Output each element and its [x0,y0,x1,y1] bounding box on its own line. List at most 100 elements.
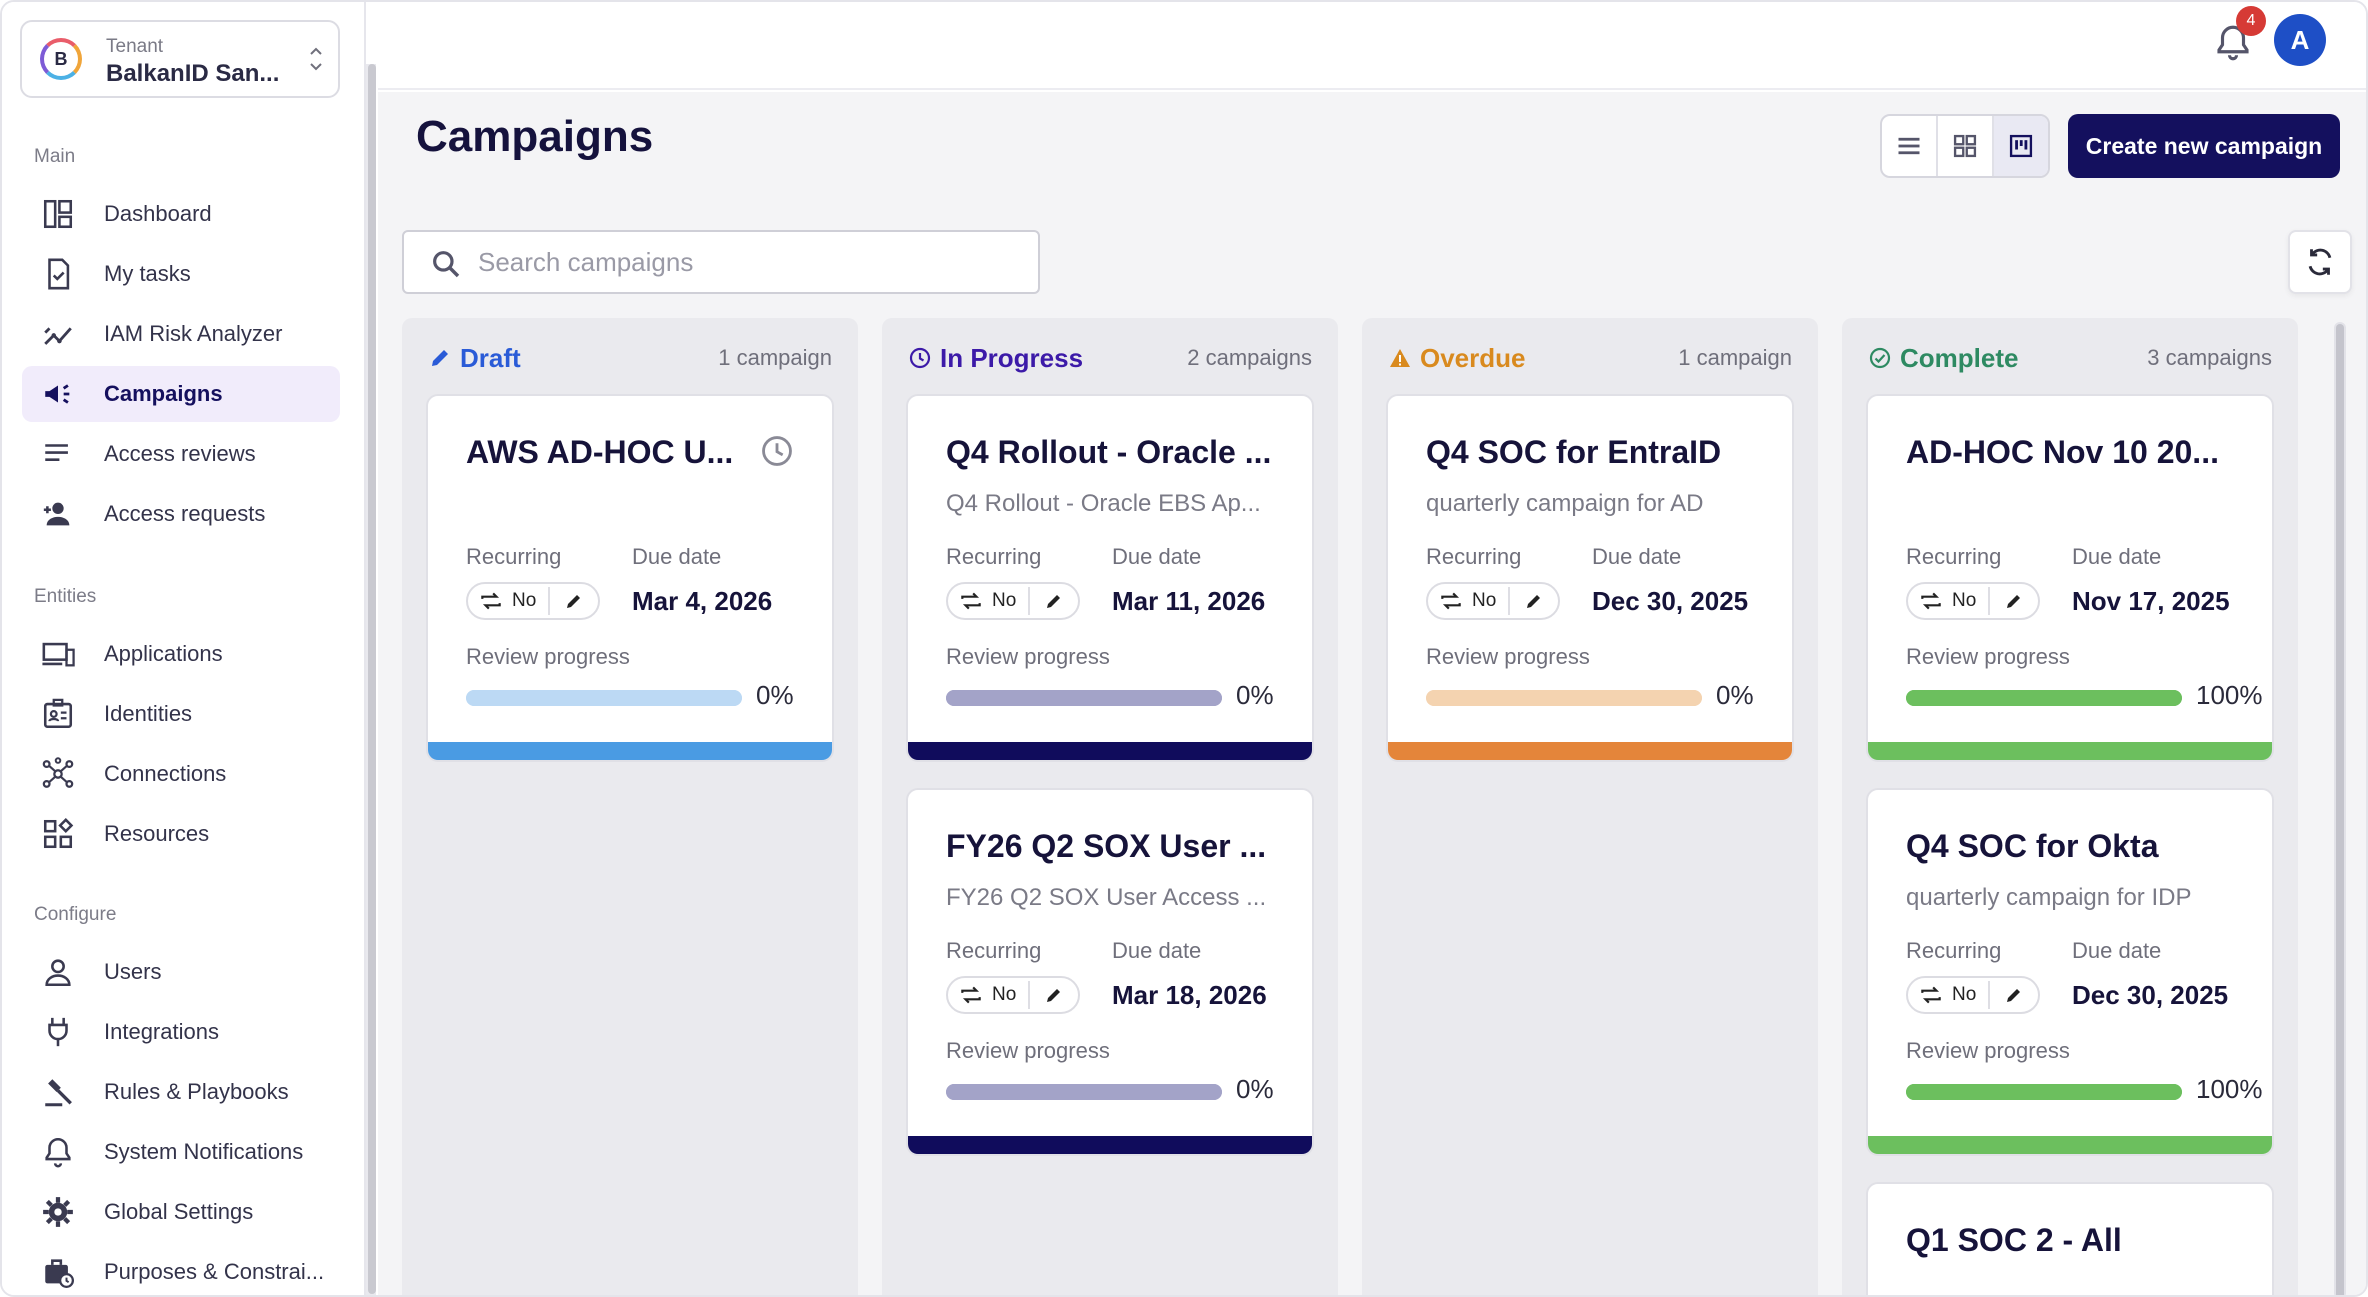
campaign-card[interactable]: FY26 Q2 SOX User ... FY26 Q2 SOX User Acc… [906,788,1314,1156]
network-icon [38,754,78,794]
refresh-button[interactable] [2288,230,2352,294]
due-date-value: Mar 11, 2026 [1112,586,1266,616]
campaign-card[interactable]: Q1 SOC 2 - All [1866,1182,2274,1295]
board-column-draft: Draft 1 campaign AWS AD-HOC U... Recurring D… [402,318,858,1295]
list-view-button[interactable] [1882,116,1938,176]
sidebar-item-applications[interactable]: Applications [22,626,340,682]
plug-icon [38,1012,78,1052]
grid-view-button[interactable] [1938,116,1994,176]
campaign-title[interactable]: AWS AD-HOC U... [466,434,734,470]
sidebar-item-global-settings[interactable]: Global Settings [22,1184,340,1240]
sidebar-section-label: Entities [34,586,97,607]
search-input[interactable] [478,240,1018,284]
progress-bar-fill [1426,690,1702,706]
view-mode-toggle [1880,114,2050,178]
sidebar-item-system-notifications[interactable]: System Notifications [22,1124,340,1180]
progress-bar-fill [1906,690,2182,706]
tenant-name: BalkanID San... [106,60,280,87]
campaign-card[interactable]: Q4 SOC for EntraID quarterly campaign for… [1386,394,1794,762]
campaign-title[interactable]: Q4 SOC for EntraID [1426,434,1722,470]
megaphone-icon [38,374,78,414]
column-header: Draft 1 campaign [428,342,832,374]
card-status-stripe [428,742,832,760]
sidebar-item-label: Users [104,959,162,984]
edit-pencil-icon[interactable] [1042,589,1066,613]
campaign-description: quarterly campaign for AD [1426,490,1704,517]
sidebar-item-iam-risk-analyzer[interactable]: IAM Risk Analyzer [22,306,340,362]
campaign-title[interactable]: AD-HOC Nov 10 20... [1906,434,2219,470]
edit-pencil-icon[interactable] [1522,589,1546,613]
sidebar-item-label: Dashboard [104,201,212,226]
due-date-value: Mar 4, 2026 [632,586,773,616]
repeat-icon [1921,986,1941,1004]
recurring-label: Recurring [1906,544,2002,569]
sidebar-item-label: Rules & Playbooks [104,1079,289,1104]
progress-bar [946,690,1222,706]
review-progress-label: Review progress [1906,644,2070,669]
sidebar-item-users[interactable]: Users [22,944,340,1000]
progress-bar [1906,1084,2182,1100]
campaign-card[interactable]: AD-HOC Nov 10 20... Recurring Due date No No… [1866,394,2274,762]
recurring-toggle[interactable]: No [466,582,600,620]
card-status-stripe [1388,742,1792,760]
board-column-complete: Complete 3 campaigns AD-HOC Nov 10 20... Re… [1842,318,2298,1295]
recurring-label: Recurring [1906,938,2002,963]
edit-pencil-icon[interactable] [562,589,586,613]
refresh-icon [2308,248,2332,276]
review-progress-label: Review progress [466,644,630,669]
campaign-title[interactable]: Q4 SOC for Okta [1906,828,2159,864]
campaign-title[interactable]: FY26 Q2 SOX User ... [946,828,1267,864]
list-review-icon [38,434,78,474]
recurring-value: No [992,984,1017,1005]
notification-count-badge: 4 [2236,6,2266,36]
due-date-value: Dec 30, 2025 [1592,586,1749,616]
sidebar-item-rules-playbooks[interactable]: Rules & Playbooks [22,1064,340,1120]
sidebar-scrollbar-thumb[interactable] [368,64,376,1294]
sidebar-item-access-requests[interactable]: Access requests [22,486,340,542]
column-count: 2 campaigns [1187,345,1312,370]
board-view-button[interactable] [1994,116,2048,176]
recurring-label: Recurring [946,544,1042,569]
column-count: 1 campaign [718,345,832,370]
sidebar-item-label: Resources [104,821,210,846]
sidebar-item-connections[interactable]: Connections [22,746,340,802]
warning-icon [1388,346,1420,370]
edit-pencil-icon[interactable] [2002,589,2026,613]
sidebar-item-purposes-constrai[interactable]: Purposes & Constrai... [22,1244,340,1295]
recurring-toggle[interactable]: No [946,976,1080,1014]
repeat-icon [1441,592,1461,610]
create-campaign-button[interactable]: Create new campaign [2068,114,2340,178]
edit-pencil-icon[interactable] [2002,983,2026,1007]
sidebar-item-integrations[interactable]: Integrations [22,1004,340,1060]
recurring-toggle[interactable]: No [946,582,1080,620]
sidebar-item-access-reviews[interactable]: Access reviews [22,426,340,482]
board-column-overdue: Overdue 1 campaign Q4 SOC for EntraID quart… [1362,318,1818,1295]
column-title-text: Draft [460,342,521,373]
column-count: 1 campaign [1678,345,1792,370]
edit-pencil-icon[interactable] [1042,983,1066,1007]
campaign-card[interactable]: Q4 Rollout - Oracle ... Q4 Rollout - Orac… [906,394,1314,762]
recurring-toggle[interactable]: No [1426,582,1560,620]
recurring-toggle[interactable]: No [1906,976,2040,1014]
sidebar-item-my-tasks[interactable]: My tasks [22,246,340,302]
sidebar-item-resources[interactable]: Resources [22,806,340,862]
campaign-card[interactable]: Q4 SOC for Okta quarterly campaign for ID… [1866,788,2274,1156]
recurring-toggle[interactable]: No [1906,582,2040,620]
user-avatar[interactable]: A [2274,14,2326,66]
sidebar-item-label: IAM Risk Analyzer [104,321,283,346]
card-status-stripe [1868,1136,2272,1154]
campaign-card[interactable]: AWS AD-HOC U... Recurring Due date No Mar 4,… [426,394,834,762]
sidebar-item-campaigns[interactable]: Campaigns [22,366,340,422]
campaign-title[interactable]: Q4 Rollout - Oracle ... [946,434,1272,470]
sidebar-item-dashboard[interactable]: Dashboard [22,186,340,242]
campaign-title[interactable]: Q1 SOC 2 - All [1906,1222,2122,1258]
tenant-switcher[interactable]: B Tenant BalkanID San... [20,20,340,98]
sidebar: B Tenant BalkanID San... Main Dashboard My… [2,2,366,1295]
chevron-updown-icon [308,42,324,79]
board-scrollbar-thumb[interactable] [2336,324,2344,1295]
recurring-label: Recurring [1426,544,1522,569]
sidebar-item-identities[interactable]: Identities [22,686,340,742]
gear-icon [38,1192,78,1232]
due-date-label: Due date [1112,544,1202,569]
pill-divider [548,587,550,615]
